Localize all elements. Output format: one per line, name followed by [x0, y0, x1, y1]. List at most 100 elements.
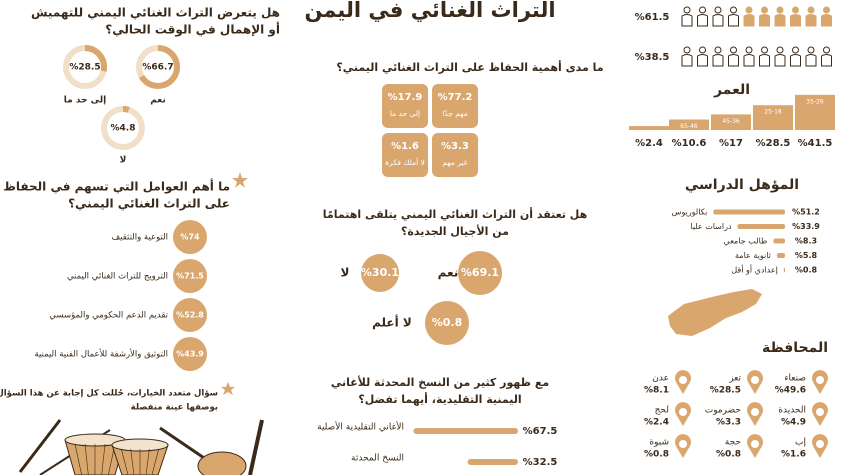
- governorate-name: لحج: [655, 406, 669, 416]
- education-category: بكالوريوس: [672, 208, 708, 217]
- ring-category: نعم: [150, 96, 166, 106]
- person-icon: [681, 54, 693, 67]
- age-value: %17: [719, 138, 743, 149]
- age-category: 65 وما فوق: [634, 130, 664, 137]
- governorate-value: %0.8: [644, 450, 669, 460]
- governorate-value: %4.9: [781, 418, 806, 428]
- person-icon: [790, 14, 801, 27]
- factor-category: التوعية والتثقيف: [111, 233, 168, 243]
- ring-value: %4.8: [111, 124, 136, 134]
- question: مع ظهور كثير من النسخ المحدثة للأغاني: [331, 375, 549, 389]
- governorate-name: الحديدة: [778, 406, 806, 416]
- question: ما أهم العوامل التي تسهم في الحفاظ: [3, 179, 230, 195]
- ring-category: إلى حد ما: [64, 96, 106, 106]
- drum: [74, 443, 82, 475]
- education-category: دراسات عليا: [690, 222, 732, 231]
- education-value: %0.8: [795, 266, 818, 275]
- factor-circle: [173, 298, 207, 332]
- preference-category: النسخ المحدثة: [351, 454, 404, 464]
- pin-icon: [679, 376, 687, 384]
- drum: [121, 448, 129, 475]
- person-icon: [699, 6, 706, 14]
- factor-value: %52.8: [176, 311, 204, 320]
- importance-value: %17.9: [388, 92, 423, 103]
- governorate-value: %49.6: [775, 386, 806, 396]
- person-icon: [792, 6, 799, 14]
- star-icon: [232, 172, 248, 188]
- education-value: %51.2: [792, 208, 820, 217]
- age-category: 65-46: [680, 123, 698, 130]
- note: سؤال متعدد الخيارات، حُللت كل إجابة عن ه…: [0, 388, 218, 398]
- person-icon: [712, 14, 724, 27]
- ring-value: %66.7: [142, 63, 173, 73]
- governorate-name: صنعاء: [784, 374, 806, 384]
- person-icon: [728, 54, 739, 67]
- education-bar: [737, 224, 785, 229]
- factor-category: تقديم الدعم الحكومي والمؤسسي: [49, 311, 168, 321]
- drum: [145, 448, 150, 475]
- ring-arc: [84, 45, 107, 72]
- age-bar: [711, 114, 751, 130]
- factor-value: %74: [180, 233, 200, 242]
- interest-category: لا: [341, 266, 350, 280]
- question: أو الإهمال في الوقت الحالي؟: [105, 22, 280, 38]
- section-heading: العمر: [713, 82, 750, 98]
- interest-circle: [425, 301, 469, 345]
- person-icon: [745, 6, 753, 14]
- pin-icon: [679, 408, 687, 416]
- question: اليمنية التقليدية، أيهما تفضل؟: [358, 392, 521, 406]
- education-bar: [773, 238, 785, 244]
- age-bar: [669, 119, 709, 130]
- age-bar: [795, 94, 835, 130]
- age-value: %28.5: [756, 138, 791, 149]
- governorate-name: إب: [795, 438, 806, 448]
- importance-value: %1.6: [391, 141, 419, 152]
- factor-circle: [173, 337, 207, 371]
- education-value: %5.8: [795, 251, 818, 260]
- importance-box: [382, 133, 428, 177]
- factor-category: التوثيق والأرشفة للأعمال الفنية اليمنية: [34, 349, 168, 360]
- interest-category: لا أعلم: [372, 315, 412, 330]
- pin-icon: [816, 408, 824, 416]
- person-icon: [821, 14, 832, 27]
- person-icon: [714, 6, 722, 14]
- drum: [101, 443, 106, 475]
- age-category: 25-18: [764, 109, 782, 116]
- person-icon: [759, 54, 770, 67]
- education-category: إعدادي أو أقل: [731, 265, 778, 276]
- importance-box: [432, 133, 478, 177]
- age-value: %2.4: [635, 138, 663, 149]
- governorate-value: %1.6: [781, 450, 806, 460]
- section-heading: المحافظة: [762, 340, 828, 356]
- question: على التراث الغنائي اليمني؟: [68, 197, 230, 211]
- ring-category: لا: [120, 156, 127, 166]
- interest-category: نعم: [438, 266, 459, 280]
- person-icon: [807, 6, 815, 14]
- importance-category: غير مهم: [442, 158, 467, 167]
- instrument: [18, 419, 62, 473]
- person-icon: [697, 14, 708, 27]
- person-icon: [761, 6, 768, 14]
- pin-icon: [816, 376, 824, 384]
- person-icon: [823, 46, 830, 54]
- education-value: %33.9: [792, 222, 820, 231]
- pin-icon: [751, 440, 759, 448]
- gender-value: %38.5: [635, 52, 670, 63]
- section-heading: المؤهل الدراسي: [685, 177, 799, 193]
- education-bar: [713, 209, 785, 215]
- person-icon: [759, 14, 770, 27]
- person-icon: [821, 54, 832, 67]
- person-icon: [792, 46, 799, 54]
- drum: [84, 443, 89, 475]
- age-category: 35-26: [806, 98, 824, 105]
- person-icon: [745, 46, 753, 54]
- instrument: [248, 419, 264, 475]
- factor-circle: [173, 220, 207, 254]
- interest-value: %30.1: [361, 266, 399, 279]
- factor-category: الترويج للتراث الغنائي اليمني: [67, 272, 168, 282]
- importance-box: [382, 84, 428, 128]
- governorate-value: %0.8: [716, 450, 741, 460]
- question: من الأجيال الجديدة؟: [401, 224, 509, 238]
